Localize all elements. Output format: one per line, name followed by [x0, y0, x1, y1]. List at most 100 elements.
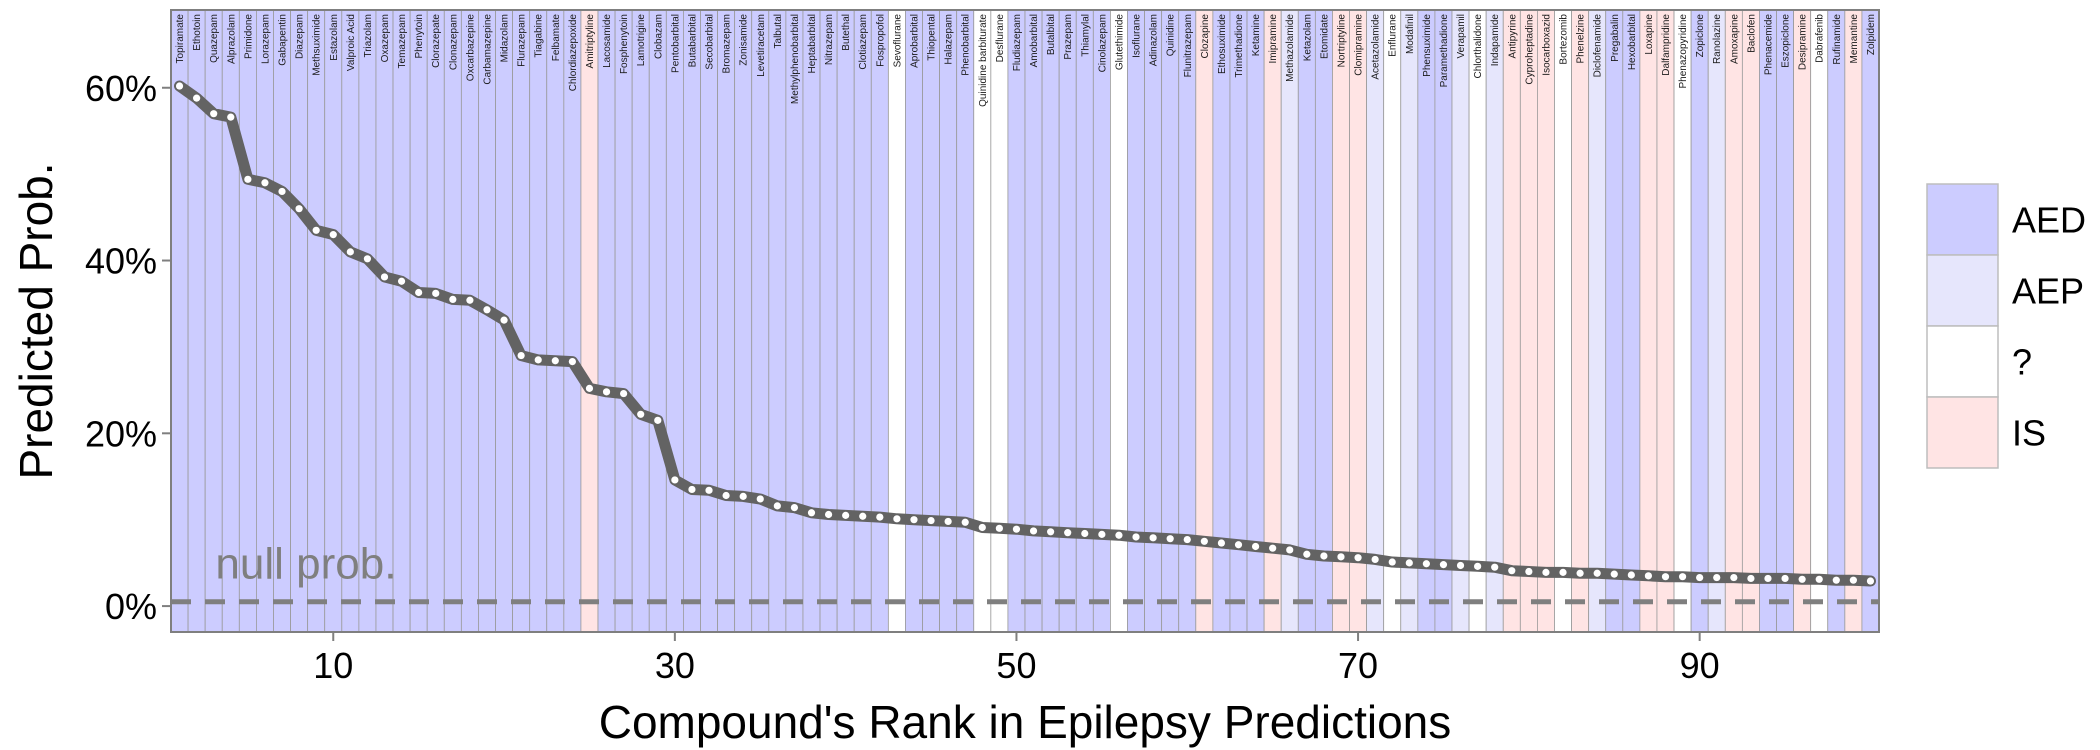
prediction-point: [1149, 534, 1157, 542]
compound-label: Oxazepam: [380, 14, 391, 62]
compound-label: Acetazolamide: [1371, 14, 1382, 80]
compound-label: Oxcarbazepine: [465, 14, 476, 82]
compound-label: Quazepam: [209, 14, 220, 63]
compound-label: Modafinil: [1405, 14, 1416, 54]
null-prob-label: null prob.: [215, 539, 396, 588]
compound-label: Prazepam: [1063, 14, 1074, 60]
prediction-point: [397, 277, 406, 285]
compound-label: Primidone: [243, 14, 254, 59]
compound-label: Lorazepam: [260, 14, 271, 64]
prediction-point: [1456, 561, 1465, 570]
compound-label: Chlordiazepoxide: [568, 14, 579, 92]
compound-label: Nortriptyline: [1336, 14, 1347, 68]
prediction-point: [568, 358, 576, 366]
compound-band: [1776, 9, 1795, 633]
legend-key: [1926, 183, 1999, 256]
compound-band: [1673, 9, 1692, 633]
compound-label: Methazolamide: [1285, 14, 1296, 82]
compound-label: Amitriptyline: [585, 14, 596, 69]
prediction-point: [500, 316, 508, 324]
compound-band: [1588, 9, 1607, 633]
compound-label: Felbamate: [551, 14, 562, 62]
prediction-point: [910, 516, 918, 524]
compound-band: [443, 9, 462, 633]
prediction-point: [380, 273, 389, 281]
prediction-point: [824, 510, 833, 519]
prediction-point: [244, 175, 252, 183]
prediction-point: [1559, 568, 1567, 576]
compound-band: [478, 9, 496, 633]
prediction-point: [1491, 563, 1499, 571]
compound-band: [1827, 9, 1846, 633]
compound-label: Clotiazepam: [858, 14, 869, 70]
compound-band: [1041, 9, 1060, 633]
prediction-point: [1081, 529, 1089, 538]
compound-band: [631, 9, 650, 633]
prediction-point: [773, 502, 781, 510]
compound-label: Enflurane: [1388, 14, 1399, 57]
prediction-point: [1644, 572, 1653, 580]
compound-band: [1656, 9, 1675, 633]
prediction-point: [1866, 577, 1875, 585]
compound-label: Flurazepam: [517, 14, 528, 67]
y-tick-label: 40%: [85, 241, 157, 282]
prediction-point: [1696, 573, 1704, 582]
compound-label: Bortezomib: [1559, 14, 1570, 65]
compound-band: [546, 9, 565, 633]
prediction-point: [175, 82, 184, 90]
compound-label: Ketamine: [1251, 14, 1262, 57]
compound-label: Phenytoin: [414, 14, 425, 58]
compound-band: [1639, 9, 1658, 633]
compound-band: [1485, 9, 1504, 633]
prediction-point: [346, 248, 354, 256]
compound-label: Verapamil: [1456, 14, 1467, 58]
prediction-point: [1542, 568, 1550, 576]
prediction-point: [790, 504, 799, 512]
prediction-point: [1012, 525, 1021, 533]
prediction-point: [1098, 530, 1106, 538]
x-tick-label: 10: [313, 645, 353, 686]
prediction-point: [1678, 573, 1687, 581]
compound-label: Phensuximide: [1422, 14, 1433, 77]
plot-border: [170, 9, 1880, 633]
compound-band: [956, 9, 975, 633]
prediction-point: [978, 523, 986, 532]
compound-band: [1349, 9, 1368, 633]
compound-label: Bromazepam: [722, 14, 733, 73]
compound-label: Fospropofol: [875, 14, 886, 67]
prediction-point: [1798, 575, 1806, 583]
compound-label: Gabapentin: [278, 14, 289, 66]
compound-label: Topiramate: [175, 14, 186, 64]
compound-label: Fosphenytoin: [619, 14, 630, 74]
compound-label: Amoxapine: [1729, 14, 1740, 64]
compound-label: Lamotrigine: [636, 14, 647, 67]
compound-band: [1844, 9, 1863, 633]
compound-label: Dabrafenib: [1815, 14, 1826, 63]
legend-key: [1926, 254, 1999, 327]
prediction-point: [278, 187, 286, 196]
compound-bands: [170, 9, 1880, 633]
prediction-point: [1508, 567, 1516, 575]
legend-label: IS: [2012, 413, 2046, 454]
compound-label: Phenobarbital: [961, 14, 972, 76]
compound-band: [1793, 9, 1812, 633]
prediction-series: [174, 80, 1876, 587]
compound-band: [1724, 9, 1743, 633]
compound-label: Zonisamide: [739, 14, 750, 66]
compound-band: [836, 9, 855, 633]
compound-band: [1332, 9, 1350, 633]
compound-label: Temazepam: [397, 14, 408, 68]
compound-band: [1434, 9, 1453, 633]
prediction-point: [261, 179, 269, 187]
compound-band: [529, 9, 548, 633]
compound-label: Quinidine barbiturate: [978, 14, 989, 107]
compound-label: Clobazam: [653, 14, 664, 59]
x-tick-label: 70: [1338, 645, 1378, 686]
compound-band: [1502, 9, 1521, 633]
prediction-point: [893, 515, 901, 523]
legend-label: AED: [2012, 200, 2086, 241]
prediction-point: [1849, 576, 1857, 584]
compound-label: Desipramine: [1798, 14, 1809, 71]
compound-label: Butalbital: [1046, 14, 1057, 55]
compound-label: Isoflurane: [1132, 14, 1143, 58]
